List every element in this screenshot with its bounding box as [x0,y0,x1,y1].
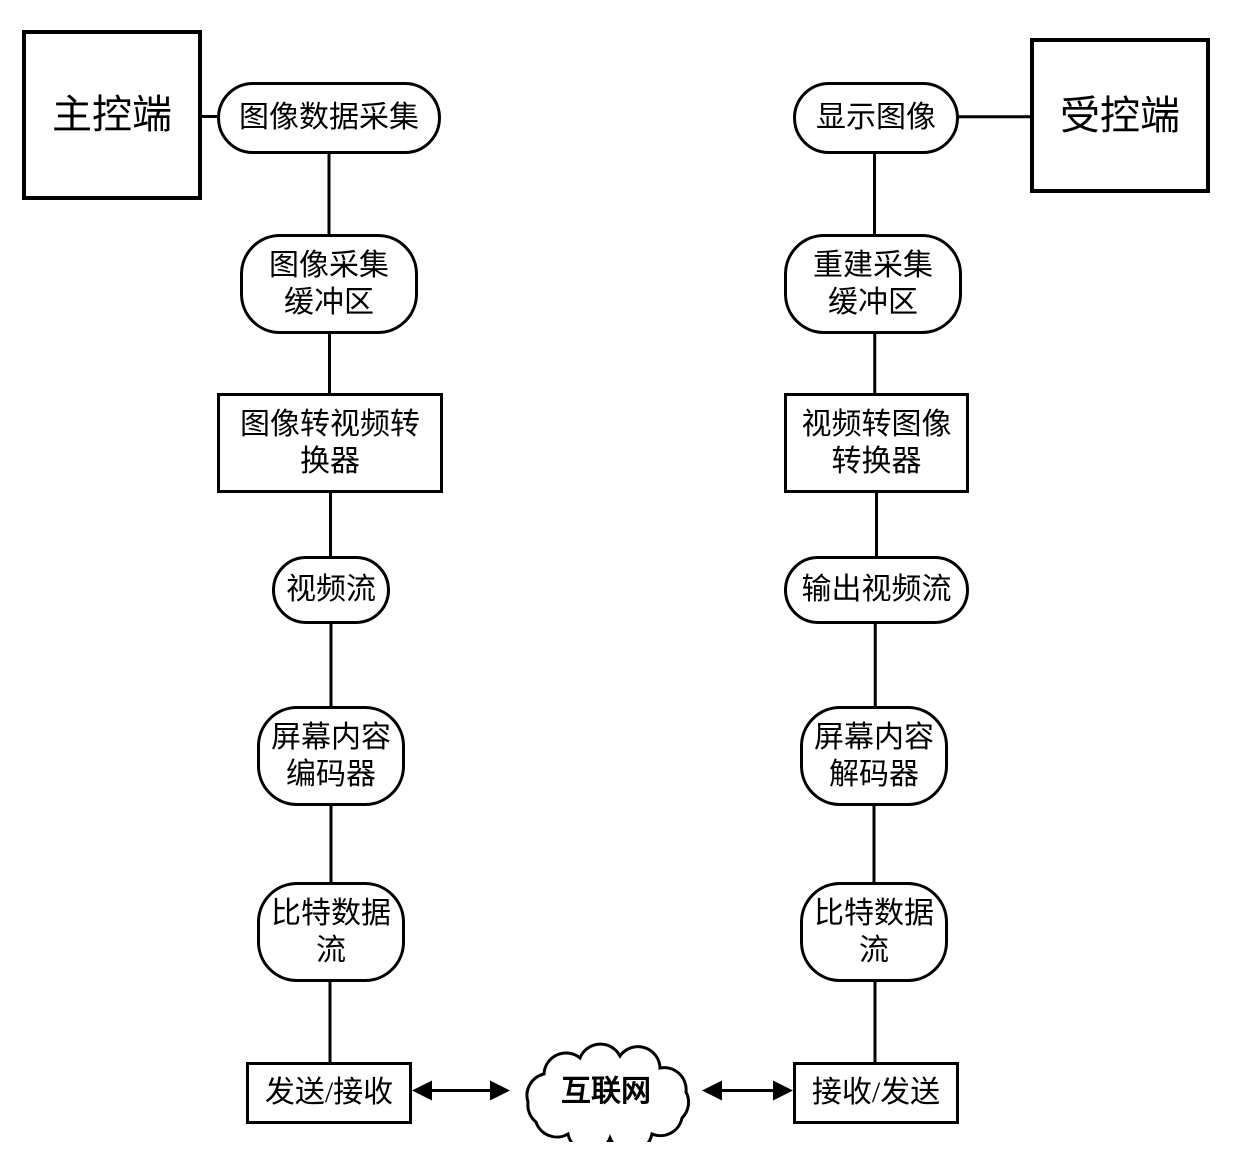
node-label: 比特数据 流 [265,895,397,970]
node-out_stream: 输出视频流 [784,556,969,624]
node-vid2img: 视频转图像 转换器 [784,393,969,493]
node-internet: 互联网 [510,1034,702,1142]
node-img_buffer: 图像采集 缓冲区 [240,234,418,334]
node-label: 互联网 [561,1066,651,1110]
node-encoder: 屏幕内容 编码器 [257,706,405,806]
node-label: 发送/接收 [259,1074,399,1112]
node-label: 图像采集 缓冲区 [263,247,395,322]
node-label: 视频流 [280,571,382,609]
node-bitstream_r: 比特数据 流 [800,882,948,982]
node-controlled: 受控端 [1030,38,1210,193]
node-label: 比特数据 流 [808,895,940,970]
node-label: 主控端 [46,90,178,140]
node-label: 图像转视频转 换器 [234,406,426,481]
node-bitstream_l: 比特数据 流 [257,882,405,982]
node-img_capture: 图像数据采集 [217,82,441,154]
node-label: 输出视频流 [796,571,958,609]
node-rebuild_buf: 重建采集 缓冲区 [784,234,962,334]
node-label: 受控端 [1054,91,1186,141]
node-label: 显示图像 [810,99,942,137]
flowchart-canvas: 主控端 受控端 图像数据采集图像采集 缓冲区图像转视频转 换器视频流屏幕内容 编码器… [0,0,1240,1157]
node-decoder: 屏幕内容 解码器 [800,706,948,806]
node-recv_send: 接收/发送 [793,1062,959,1124]
node-img2vid: 图像转视频转 换器 [217,393,443,493]
node-label: 接收/发送 [806,1074,946,1112]
node-video_stream: 视频流 [272,556,390,624]
node-label: 屏幕内容 解码器 [808,719,940,794]
node-label: 图像数据采集 [233,99,425,137]
node-label: 屏幕内容 编码器 [265,719,397,794]
node-label: 视频转图像 转换器 [796,406,958,481]
node-label: 重建采集 缓冲区 [807,247,939,322]
node-master: 主控端 [22,30,202,200]
node-display_img: 显示图像 [793,82,959,154]
node-send_recv: 发送/接收 [246,1062,412,1124]
